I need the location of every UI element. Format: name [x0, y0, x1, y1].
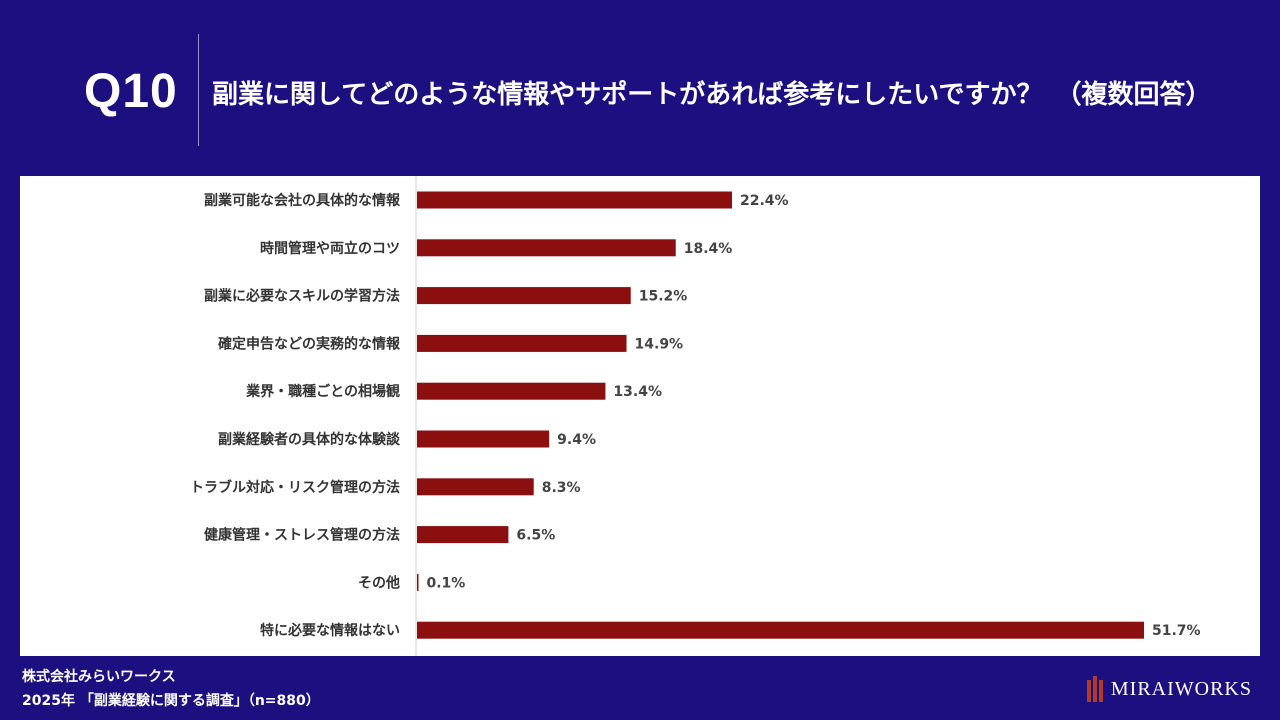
category-label: 副業に必要なスキルの学習方法: [204, 288, 400, 305]
category-label: 特に必要な情報はない: [260, 622, 400, 639]
bar: [417, 430, 550, 448]
category-label: 時間管理や両立のコツ: [260, 240, 400, 257]
category-label: 副業可能な会社の具体的な情報: [204, 192, 401, 209]
brand-logo: MIRAIWORKS: [1086, 676, 1252, 702]
question-title: 副業に関してどのような情報やサポートがあれば参考にしたいですか？ （複数回答）: [212, 80, 1212, 110]
value-label: 0.1%: [427, 575, 466, 591]
category-label: その他: [358, 574, 400, 591]
value-label: 22.4%: [740, 193, 789, 209]
value-label: 18.4%: [684, 241, 733, 257]
bar: [417, 239, 676, 257]
value-label: 51.7%: [1152, 623, 1201, 639]
value-label: 13.4%: [613, 384, 662, 400]
value-label: 15.2%: [639, 289, 688, 305]
category-label: 健康管理・ストレス管理の方法: [204, 527, 400, 544]
chart-panel: 副業可能な会社の具体的な情報 22.4% 時間管理や両立のコツ 18.4% 副業に必要な…: [20, 176, 1260, 656]
category-label: 業界・職種ごとの相場観: [245, 383, 400, 400]
category-label: 確定申告などの実務的な情報: [218, 335, 401, 352]
category-label: 副業経験者の具体的な体験談: [218, 431, 401, 448]
value-label: 14.9%: [635, 336, 684, 352]
bar: [417, 573, 419, 591]
bar: [417, 621, 1144, 639]
survey-source: 2025年 「副業経験に関する調査」（n=880）: [22, 693, 320, 709]
company-name: 株式会社みらいワークス: [22, 669, 176, 685]
bar: [417, 526, 509, 544]
value-label: 8.3%: [542, 480, 581, 496]
value-label: 9.4%: [557, 432, 596, 448]
brand-wordmark: MIRAIWORKS: [1110, 677, 1252, 700]
bar: [417, 191, 732, 209]
bar: [417, 287, 631, 305]
header-divider: [198, 34, 199, 146]
bar: [417, 382, 606, 400]
bar: [417, 334, 627, 352]
category-label: トラブル対応・リスク管理の方法: [190, 479, 400, 496]
question-number: Q10: [84, 65, 178, 118]
value-label: 6.5%: [516, 528, 555, 544]
bar: [417, 478, 534, 496]
brand-mark-icon: [1086, 676, 1103, 702]
bar-chart: 副業可能な会社の具体的な情報 22.4% 時間管理や両立のコツ 18.4% 副業に必要な…: [190, 176, 1201, 656]
